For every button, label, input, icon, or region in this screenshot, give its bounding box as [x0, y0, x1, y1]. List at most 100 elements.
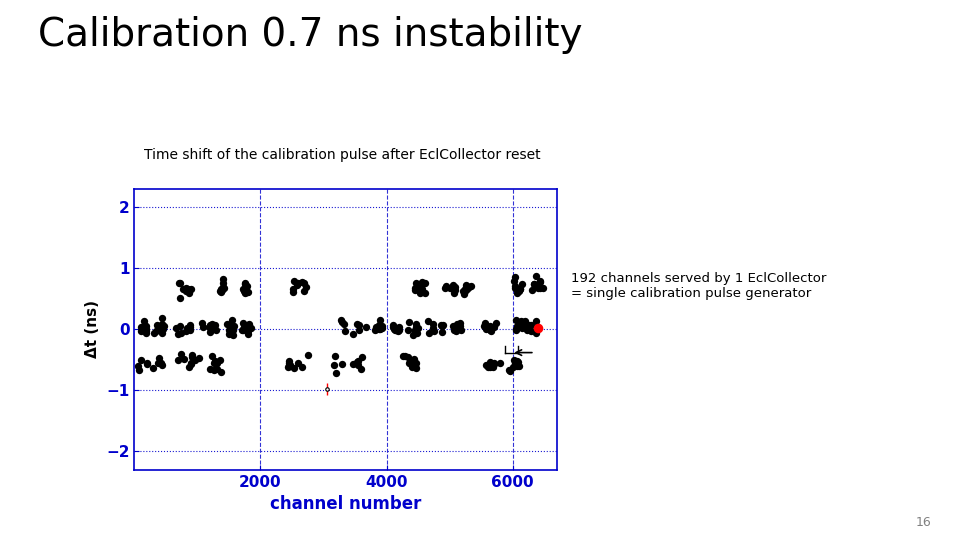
Point	[458, 280, 473, 289]
Point	[154, 359, 169, 368]
Point	[512, 285, 527, 293]
Point	[133, 356, 149, 364]
Point	[515, 323, 530, 332]
Point	[509, 324, 524, 333]
Point	[519, 326, 535, 335]
Point	[464, 282, 479, 291]
Point	[207, 357, 223, 366]
Point	[204, 320, 219, 329]
Point	[523, 320, 539, 329]
Point	[372, 325, 388, 333]
Point	[156, 325, 171, 333]
Point	[450, 323, 466, 332]
Point	[417, 279, 432, 287]
Point	[139, 359, 155, 367]
Point	[514, 317, 529, 326]
Point	[178, 327, 193, 335]
Point	[147, 329, 162, 338]
Point	[388, 323, 403, 332]
Point	[483, 322, 498, 331]
Point	[133, 327, 149, 335]
Point	[512, 287, 527, 295]
Point	[450, 321, 466, 329]
Point	[401, 318, 417, 327]
Point	[508, 315, 523, 324]
Point	[417, 288, 432, 297]
Point	[487, 323, 502, 332]
Point	[156, 322, 172, 330]
Point	[173, 278, 188, 287]
Point	[131, 366, 146, 374]
Point	[235, 319, 251, 327]
Point	[408, 323, 423, 332]
Point	[168, 324, 183, 333]
Point	[425, 323, 441, 332]
Point	[244, 324, 259, 333]
Point	[445, 322, 461, 330]
Point	[237, 289, 252, 298]
Text: Time shift of the calibration pulse after EclCollector reset: Time shift of the calibration pulse afte…	[144, 148, 540, 162]
Point	[287, 364, 302, 373]
Point	[369, 322, 384, 331]
Point	[434, 322, 449, 330]
Point	[208, 326, 224, 335]
Point	[388, 326, 403, 335]
Point	[225, 315, 240, 324]
Point	[290, 279, 305, 287]
Point	[281, 361, 297, 369]
Point	[294, 363, 309, 372]
Point	[482, 357, 497, 366]
Point	[408, 286, 423, 294]
Point	[404, 362, 420, 371]
Point	[351, 321, 367, 329]
Point	[523, 327, 539, 336]
Point	[334, 318, 349, 326]
Point	[486, 360, 501, 368]
Point	[386, 325, 401, 333]
Point	[401, 359, 417, 367]
Point	[453, 326, 468, 334]
Point	[181, 289, 197, 298]
Point	[447, 282, 463, 291]
Point	[206, 359, 222, 368]
Point	[530, 284, 545, 293]
Point	[433, 320, 448, 329]
Point	[478, 324, 493, 333]
Point	[391, 326, 406, 335]
Point	[333, 316, 348, 325]
Point	[533, 284, 548, 293]
Point	[434, 328, 449, 336]
Point	[457, 289, 472, 298]
Point	[235, 285, 251, 293]
Point	[391, 326, 406, 335]
Point	[507, 284, 522, 292]
Point	[507, 282, 522, 291]
Point	[507, 273, 522, 282]
Point	[346, 329, 361, 338]
Point	[138, 328, 154, 337]
Point	[138, 322, 154, 331]
Point	[512, 320, 527, 328]
Point	[372, 325, 387, 333]
Point	[285, 285, 300, 294]
Point	[488, 318, 503, 327]
Point	[533, 276, 548, 285]
Point	[516, 322, 531, 330]
Point	[136, 323, 152, 332]
Point	[217, 284, 232, 292]
Point	[137, 321, 153, 330]
Point	[458, 284, 473, 293]
Point	[240, 282, 255, 291]
Point	[153, 323, 168, 332]
Point	[202, 327, 217, 336]
Point	[334, 360, 349, 368]
Point	[529, 317, 544, 326]
Point	[511, 357, 526, 366]
Point	[180, 324, 195, 333]
Point	[225, 323, 240, 332]
Point	[409, 279, 424, 288]
Point	[206, 324, 222, 333]
Point	[526, 280, 541, 289]
Point	[459, 282, 474, 291]
Point	[448, 326, 464, 335]
